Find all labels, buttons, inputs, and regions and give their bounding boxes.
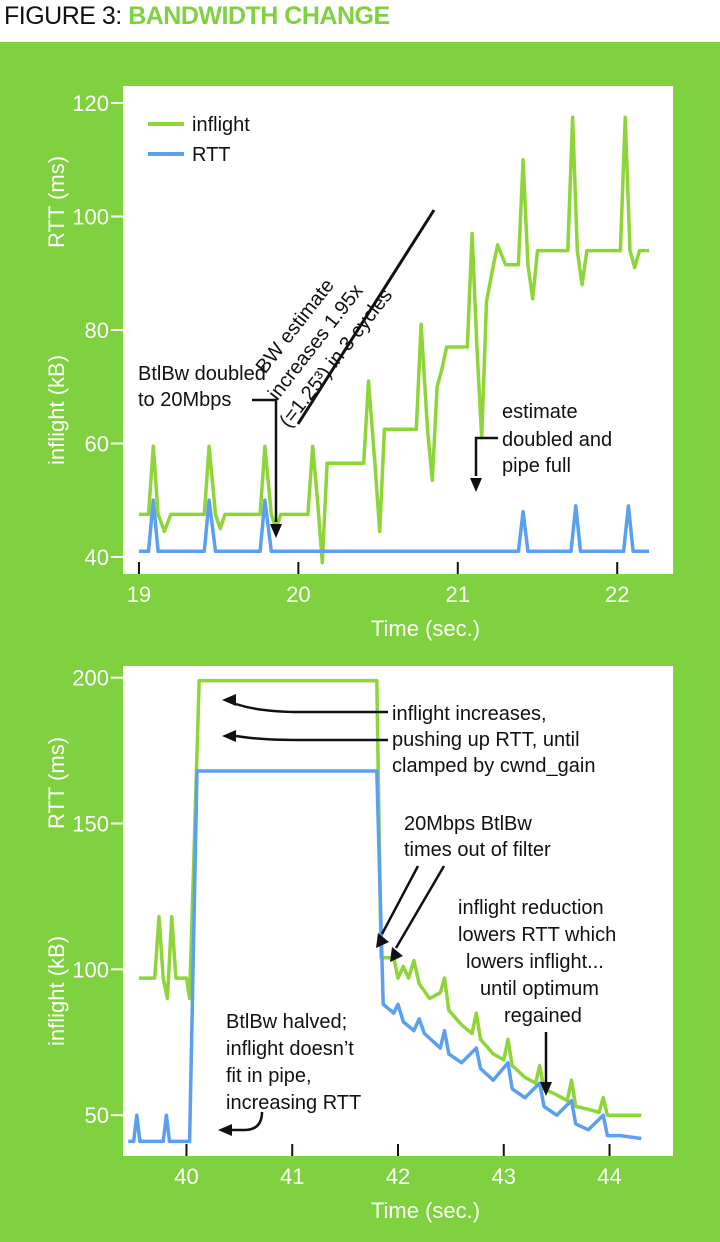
chart1-annotation-btlbw-arrowhead bbox=[270, 524, 282, 538]
chart1-annotation-estimate-arrow bbox=[474, 436, 498, 476]
chart1-y-tick-label: 60 bbox=[85, 431, 109, 456]
chart1-y-tick-label: 120 bbox=[72, 91, 109, 116]
chart2-annotation-halved-arrowhead bbox=[218, 1124, 232, 1136]
chart2-annotation-inflight-increases-line3: clamped by cwnd_gain bbox=[392, 755, 595, 777]
chart2-annotation-reduction-line2: lowers RTT which bbox=[458, 924, 616, 946]
chart1-annotation-btlbw-doubled-line2: to 20Mbps bbox=[138, 389, 231, 411]
chart2-annotation-halved-line4: increasing RTT bbox=[226, 1092, 361, 1114]
chart2-annotation-reduction-arrowhead bbox=[540, 1082, 552, 1096]
chart1-x-tick-label: 21 bbox=[446, 582, 470, 607]
chart1-legend-inflight-label: inflight bbox=[192, 114, 250, 136]
chart2-annotation-reduction-line5: regained bbox=[504, 1005, 582, 1027]
chart2-annotation-inflight-arrow1 bbox=[235, 702, 388, 714]
chart1-annotation-estimate-line1: estimate bbox=[502, 401, 578, 423]
chart1-annotation-estimate-line3: pipe full bbox=[502, 455, 571, 477]
chart2-x-tick-label: 44 bbox=[597, 1164, 621, 1189]
figure-caption: BANDWIDTH CHANGE bbox=[128, 2, 390, 30]
chart2-annotation-inflight-increases-line2: pushing up RTT, until bbox=[392, 729, 580, 751]
chart2-x-tick-label: 42 bbox=[386, 1164, 410, 1189]
chart2-annotation-halved-line1: BtlBw halved; bbox=[226, 1011, 347, 1033]
figure-label: FIGURE 3: bbox=[4, 2, 122, 30]
chart1-x-tick-label: 22 bbox=[605, 582, 629, 607]
chart2-annotation-inflight-increases-line1: inflight increases, bbox=[392, 703, 547, 725]
figure-title: FIGURE 3: BANDWIDTH CHANGE bbox=[4, 2, 390, 31]
chart1-y-tick-label: 40 bbox=[85, 545, 109, 570]
chart2-annotation-inflight-arrow2 bbox=[235, 734, 388, 742]
chart1-annotation-bw-estimate-rule bbox=[296, 209, 436, 425]
chart1-annotation-estimate-line2: doubled and bbox=[502, 429, 612, 451]
chart2-annotation-timeout-line1: 20Mbps BtlBw bbox=[404, 813, 532, 835]
chart2-annotation-timeout-line2: times out of filter bbox=[404, 839, 551, 861]
chart1-series-rtt bbox=[138, 498, 650, 554]
chart2-annotation-halved-line2: inflight doesn’t bbox=[226, 1038, 354, 1060]
chart2-plot-area bbox=[123, 666, 673, 1156]
chart1-y-axis-label-rtt: RTT (ms) bbox=[44, 156, 69, 248]
chart2-annotation-timeout-arrow1 bbox=[380, 865, 420, 935]
chart1-y-axis-label-inflight: inflight (kB) bbox=[44, 355, 69, 465]
chart2-annotation-reduction-line3: lowers inflight... bbox=[466, 951, 604, 973]
chart1-x-axis-label: Time (sec.) bbox=[371, 616, 480, 641]
chart2-y-axis-label-rtt: RTT (ms) bbox=[44, 737, 69, 829]
chart2-series-inflight bbox=[138, 678, 642, 1117]
chart2-y-tick-label: 200 bbox=[72, 666, 109, 691]
chart1-series-inflight bbox=[138, 115, 650, 565]
chart2-annotation-halved-line3: fit in pipe, bbox=[226, 1065, 312, 1087]
chart2-annotation-timeout-arrowhead2 bbox=[390, 947, 403, 962]
chart2-annotation-timeout-arrow2 bbox=[394, 865, 446, 949]
chart1-annotation-btlbw-doubled-line1: BtlBw doubled bbox=[138, 363, 266, 385]
chart1-legend-rtt-label: RTT bbox=[192, 144, 231, 166]
chart2-x-tick-label: 41 bbox=[280, 1164, 304, 1189]
chart2-x-axis-label: Time (sec.) bbox=[371, 1198, 480, 1223]
chart1-y-tick-label: 80 bbox=[85, 318, 109, 343]
chart2-annotation-halved-arrow bbox=[232, 1111, 264, 1132]
chart2-y-axis-label-inflight: inflight (kB) bbox=[44, 936, 69, 1046]
chart1-x-tick-label: 19 bbox=[127, 582, 151, 607]
chart2-y-tick-label: 150 bbox=[72, 812, 109, 837]
chart2-y-tick-label: 50 bbox=[85, 1103, 109, 1128]
chart1-y-tick-label: 100 bbox=[72, 205, 109, 230]
chart2-annotation-reduction-line4: until optimum bbox=[480, 978, 599, 1000]
chart2-series-rtt bbox=[128, 769, 642, 1144]
chart2-x-tick-label: 40 bbox=[174, 1164, 198, 1189]
chart2-annotation-timeout-arrowhead1 bbox=[376, 933, 389, 948]
chart2-y-tick-label: 100 bbox=[72, 957, 109, 982]
chart2-annotation-reduction-line1: inflight reduction bbox=[458, 897, 604, 919]
chart2-x-tick-label: 43 bbox=[492, 1164, 516, 1189]
figure-header: FIGURE 3: BANDWIDTH CHANGE bbox=[0, 0, 720, 42]
chart2-annotation-inflight-arrowhead1 bbox=[222, 694, 236, 706]
chart1-annotation-estimate-arrowhead bbox=[470, 478, 482, 492]
chart1-x-tick-label: 20 bbox=[286, 582, 310, 607]
chart1-annotation-btlbw-arrow bbox=[252, 398, 278, 522]
chart2-annotation-inflight-arrowhead2 bbox=[222, 730, 236, 742]
